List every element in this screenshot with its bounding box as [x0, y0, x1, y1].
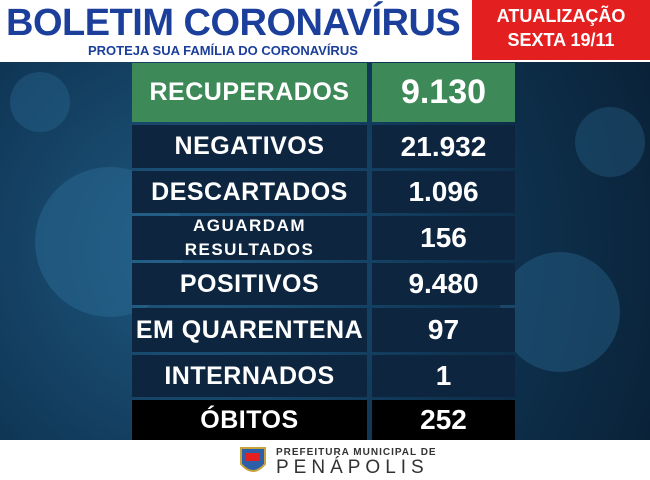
subtitle: PROTEJA SUA FAMÍLIA DO CORONAVÍRUS	[88, 43, 358, 58]
footer-line: PREFEITURA MUNICIPAL DE	[276, 447, 437, 458]
update-line: ATUALIZAÇÃO	[496, 6, 626, 26]
row-label: EM QUARENTENA	[135, 315, 364, 344]
row-label: ÓBITOS	[200, 405, 299, 434]
row-value: 21.932	[400, 130, 487, 162]
row-label-cell: DESCARTADOS	[132, 171, 367, 213]
footer	[0, 440, 650, 480]
row-value: 156	[420, 222, 467, 253]
update-date: SEXTA 19/11	[507, 30, 615, 50]
row-label: NEGATIVOS	[174, 132, 325, 160]
row-value: 9.480	[408, 268, 479, 299]
row-value-cell: 1	[372, 355, 515, 397]
row-label: POSITIVOS	[179, 269, 320, 298]
logo	[240, 447, 266, 472]
row-value-cell: 156	[372, 216, 515, 260]
row-value-cell: 97	[372, 308, 515, 352]
row-value-cell: 9.480	[372, 263, 515, 305]
row-label: DESCARTADOS	[151, 177, 348, 206]
row-label: RESULTADOS	[184, 240, 315, 259]
row-value-cell: 21.932	[372, 125, 515, 168]
row-value: 1.096	[408, 176, 479, 207]
row-label: AGUARDAM	[192, 216, 307, 235]
row-value-cell: 252	[372, 400, 515, 440]
row-label: RECUPERADOS	[149, 78, 350, 106]
row-value: 97	[427, 314, 460, 345]
footer-city: PENÁPOLIS	[276, 457, 429, 478]
row-value-cell: 9.130	[372, 63, 515, 122]
row-label-cell: NEGATIVOS	[132, 125, 367, 168]
row-label-cell: RECUPERADOS	[132, 63, 367, 122]
row-label-cell: POSITIVOS	[132, 263, 367, 305]
title: BOLETIM CORONAVÍRUS	[6, 2, 461, 44]
row-label-cell: AGUARDAM RESULTADOS	[132, 216, 367, 260]
row-label-cell: ÓBITOS	[132, 400, 367, 440]
row-value: 252	[420, 404, 467, 435]
row-value-cell: 1.096	[372, 171, 515, 213]
row-value: 1	[435, 360, 452, 391]
row-value: 9.130	[400, 73, 487, 111]
row-label-cell: INTERNADOS	[132, 355, 367, 397]
row-label: INTERNADOS	[164, 361, 335, 390]
row-label-cell: EM QUARENTENA	[132, 308, 367, 352]
update-box: ATUALIZAÇÃO SEXTA 19/11	[472, 0, 650, 60]
